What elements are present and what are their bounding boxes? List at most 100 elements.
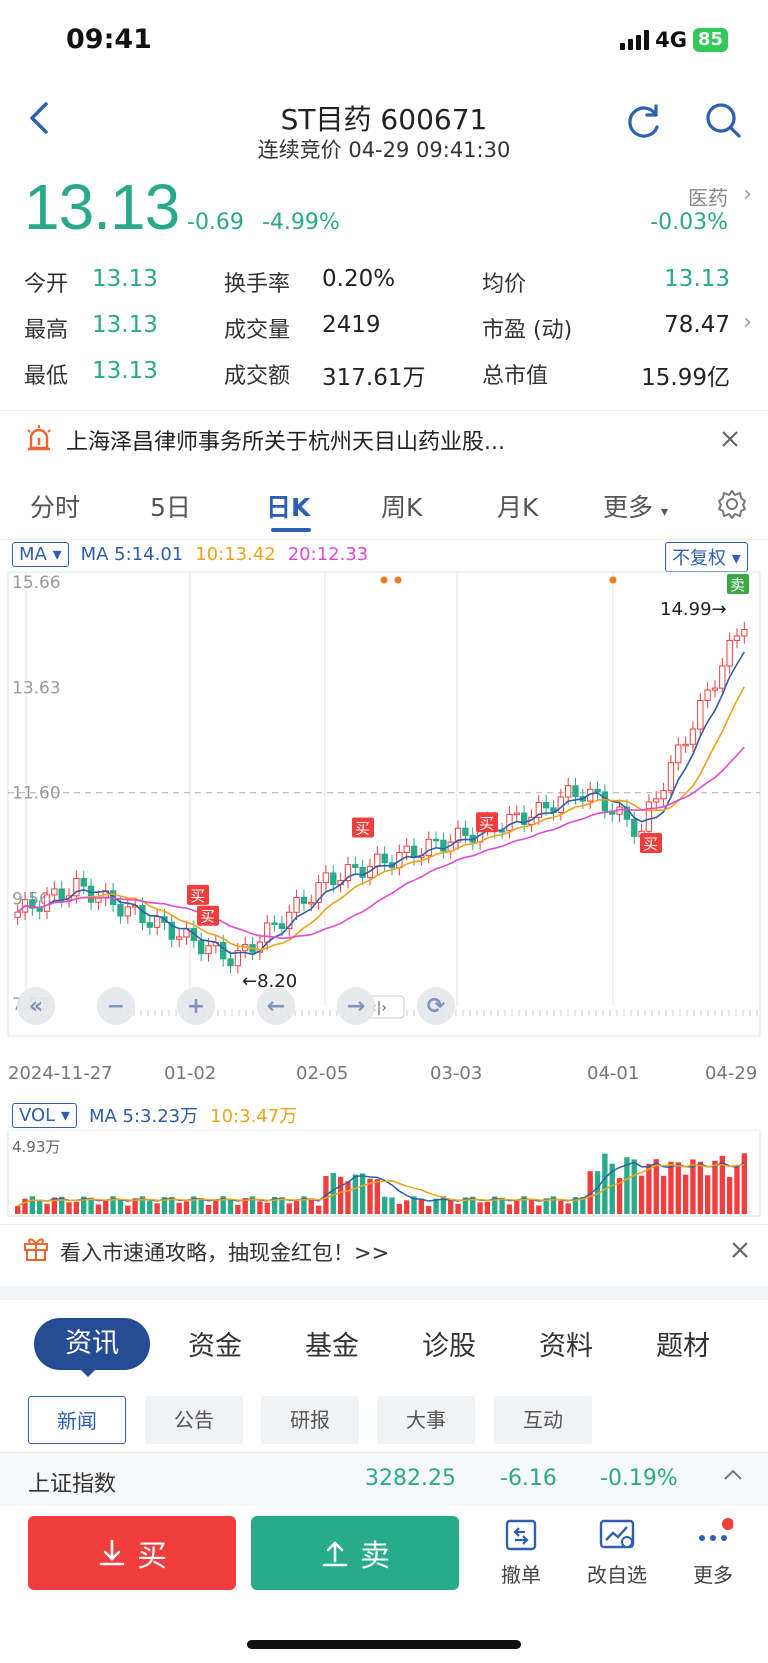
index-name: 上证指数: [28, 1466, 116, 1498]
subtab-announcements[interactable]: 公告: [145, 1396, 243, 1444]
ma5-value: MA 5:14.01: [81, 544, 184, 565]
tab-funds[interactable]: 资金: [188, 1324, 242, 1363]
volume-bar: [712, 1161, 717, 1214]
tab-diagnosis[interactable]: 诊股: [422, 1324, 476, 1363]
watchlist-button[interactable]: 改自选: [572, 1518, 662, 1588]
tab-more[interactable]: 更多 ▾: [603, 488, 668, 524]
current-price: 13.13: [24, 170, 179, 244]
x-tick-label: 2024-11-27: [8, 1063, 113, 1084]
volume-bar: [154, 1203, 159, 1214]
close-promo-icon[interactable]: [730, 1240, 750, 1260]
quote-pe-value[interactable]: 78.47: [664, 312, 730, 338]
x-tick-label: 04-01: [587, 1063, 639, 1084]
cancel-order-button[interactable]: 撤单: [476, 1518, 566, 1588]
candle-body: [360, 867, 365, 877]
subtab-news[interactable]: 新闻: [28, 1396, 126, 1444]
volume-bar: [602, 1154, 607, 1214]
vol-selector[interactable]: VOL ▾: [12, 1103, 77, 1128]
quote-volume-value: 2419: [322, 312, 381, 338]
volume-bar: [455, 1204, 460, 1214]
volume-chart[interactable]: [0, 1130, 768, 1218]
scroll-right-button[interactable]: →: [337, 987, 375, 1025]
candle-body: [632, 819, 637, 836]
tab-news-info[interactable]: 资讯: [34, 1318, 150, 1370]
watchlist-label[interactable]: 改自选: [572, 1559, 662, 1588]
candle-body: [463, 828, 468, 835]
zoom-in-button[interactable]: +: [177, 987, 215, 1025]
tab-daily-k[interactable]: 日K: [266, 488, 310, 524]
adjust-selector[interactable]: 不复权 ▾: [665, 542, 748, 572]
scroll-left-button[interactable]: ←: [257, 987, 295, 1025]
close-icon[interactable]: [720, 429, 740, 449]
candle-body: [646, 802, 651, 831]
search-icon[interactable]: [703, 100, 743, 140]
buy-label[interactable]: 买: [137, 1531, 167, 1575]
candle-body: [323, 873, 328, 883]
cancel-order-label[interactable]: 撤单: [476, 1559, 566, 1588]
tab-weekly-k[interactable]: 周K: [381, 488, 422, 524]
ma-selector-label[interactable]: MA: [19, 544, 47, 565]
volume-bar: [485, 1202, 490, 1214]
more-label[interactable]: 更多: [668, 1559, 758, 1588]
volume-bar: [558, 1201, 563, 1214]
candle-body: [676, 745, 681, 763]
subtab-events[interactable]: 大事: [377, 1396, 475, 1444]
chevron-up-icon[interactable]: [722, 1468, 744, 1482]
ma-selector[interactable]: MA ▾: [12, 542, 69, 567]
subtab-research[interactable]: 研报: [261, 1396, 359, 1444]
volume-bar: [529, 1199, 534, 1214]
tab-more-label[interactable]: 更多: [603, 493, 653, 522]
volume-bar: [213, 1199, 218, 1214]
more-button[interactable]: 更多: [668, 1518, 758, 1588]
gift-icon: [22, 1234, 50, 1262]
signal-icon: [620, 30, 649, 50]
tab-fund[interactable]: 基金: [305, 1324, 359, 1363]
sector-name[interactable]: 医药: [688, 182, 728, 211]
zoom-out-button[interactable]: −: [97, 987, 135, 1025]
candle-body: [404, 846, 409, 852]
tab-profile[interactable]: 资料: [539, 1324, 593, 1363]
candle-body: [265, 923, 270, 942]
rotate-button[interactable]: ⟳: [417, 987, 455, 1025]
promo-text[interactable]: 看入市速通攻略，抽现金红包！>>: [60, 1237, 389, 1267]
sell-label[interactable]: 卖: [360, 1531, 390, 1575]
rewind-button[interactable]: «: [17, 987, 55, 1025]
price-change: -0.69: [187, 210, 244, 235]
sell-button[interactable]: 卖: [251, 1516, 459, 1590]
candle-body: [720, 666, 725, 688]
buy-button[interactable]: 买: [28, 1516, 236, 1590]
tab-active-indicator: [271, 528, 311, 532]
candle-body: [411, 846, 416, 858]
tab-themes[interactable]: 题材: [656, 1324, 710, 1363]
volume-bar: [345, 1181, 350, 1214]
volume-bar: [404, 1200, 409, 1214]
tab-monthly-k[interactable]: 月K: [497, 488, 538, 524]
tab-intraday[interactable]: 分时: [30, 488, 80, 524]
announcement-text[interactable]: 上海泽昌律师事务所关于杭州天目山药业股...: [66, 424, 505, 456]
candle-body: [683, 744, 688, 746]
subtab-interaction[interactable]: 互动: [494, 1396, 592, 1444]
volume-bar: [698, 1162, 703, 1214]
settings-gear-icon[interactable]: [716, 488, 748, 520]
volume-bar: [426, 1206, 431, 1214]
quote-open-label: 今开: [24, 266, 68, 298]
candle-body: [199, 941, 204, 954]
tab-5day[interactable]: 5日: [150, 488, 191, 524]
volume-bar: [654, 1159, 659, 1214]
index-change-pct: -0.19%: [600, 1466, 678, 1491]
volume-bar: [96, 1204, 101, 1214]
volume-bar: [125, 1206, 130, 1214]
candle-body: [382, 854, 387, 863]
quote-pe-label[interactable]: 市盈 (动): [482, 312, 572, 344]
volume-bar: [265, 1203, 270, 1214]
vol-selector-label[interactable]: VOL: [19, 1105, 55, 1126]
pe-chevron-icon[interactable]: ›: [743, 310, 752, 335]
volume-bar: [734, 1166, 739, 1214]
volume-bar: [382, 1197, 387, 1214]
quote-mktcap-value: 15.99亿: [641, 358, 730, 392]
candle-body: [566, 786, 571, 797]
candle-body: [81, 878, 86, 886]
sector-chevron-icon[interactable]: ›: [743, 182, 752, 207]
adjust-selector-label[interactable]: 不复权: [672, 548, 726, 569]
refresh-icon[interactable]: [624, 101, 664, 141]
